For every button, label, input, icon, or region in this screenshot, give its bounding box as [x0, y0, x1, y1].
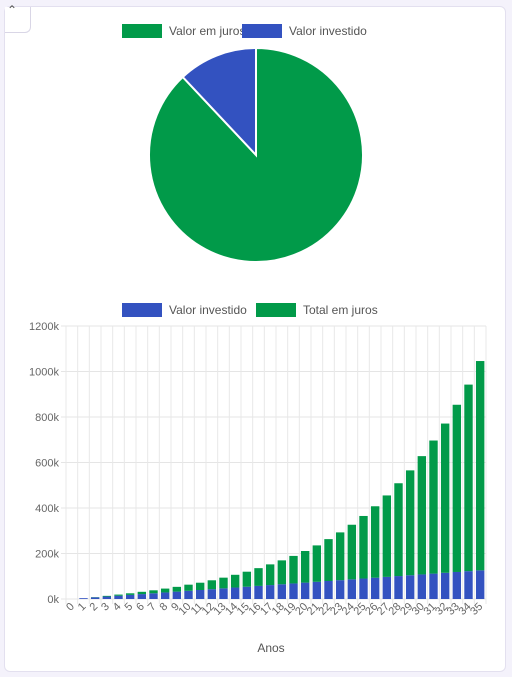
x-tick-label: 2	[87, 601, 100, 614]
bar-invested-20[interactable]	[300, 582, 310, 599]
bar-interest-10[interactable]	[184, 584, 193, 591]
y-tick-label: 800k	[35, 412, 59, 424]
bar-invested-19[interactable]	[289, 583, 298, 599]
y-tick-label: 200k	[35, 549, 59, 561]
bar-interest-21[interactable]	[312, 545, 322, 582]
bar-invested-22[interactable]	[324, 580, 333, 599]
bar-invested-31[interactable]	[429, 573, 438, 599]
bar-interest-7[interactable]	[149, 590, 158, 594]
bar-chart: Valor investido Total em juros 0k 200k 400k 6…	[29, 303, 487, 655]
bar-invested-21[interactable]	[312, 581, 322, 599]
bar-interest-17[interactable]	[265, 564, 275, 586]
bar-interest-30[interactable]	[417, 456, 427, 575]
bar-invested-4[interactable]	[114, 595, 123, 599]
bar-interest-29[interactable]	[405, 470, 415, 576]
y-tick-label: 1000k	[29, 367, 59, 379]
bar-legend-swatch-1	[256, 303, 296, 317]
bar-invested-3[interactable]	[102, 596, 112, 599]
bar-invested-17[interactable]	[265, 585, 275, 599]
bar-invested-15[interactable]	[242, 586, 252, 599]
bar-interest-22[interactable]	[324, 539, 333, 581]
pie-legend-swatch-0	[122, 24, 162, 38]
bar-invested-2[interactable]	[90, 597, 100, 599]
bar-invested-11[interactable]	[195, 589, 205, 599]
chevron-icon: ⌃	[7, 3, 18, 17]
bar-interest-26[interactable]	[370, 506, 380, 578]
pie-slice-valor-investido[interactable]	[181, 46, 257, 158]
bar-invested-14[interactable]	[230, 587, 240, 599]
bar-invested-5[interactable]	[125, 594, 135, 599]
bar-legend-swatch-0	[122, 303, 162, 317]
bar-interest-20[interactable]	[300, 550, 310, 583]
bar-invested-30[interactable]	[417, 574, 427, 599]
pie-legend-label-0: Valor em juros	[169, 24, 245, 38]
bar-interest-34[interactable]	[464, 384, 473, 572]
bar-interest-33[interactable]	[452, 404, 462, 572]
pie-chart: Valor em juros Valor investido	[122, 24, 367, 263]
bar-interest-32[interactable]	[440, 423, 450, 573]
x-tick-label: 3	[99, 601, 112, 614]
bar-interest-25[interactable]	[359, 515, 368, 579]
bar-invested-28[interactable]	[394, 576, 403, 599]
bar-invested-9[interactable]	[172, 591, 182, 599]
bar-interest-8[interactable]	[160, 588, 170, 593]
pie-legend-swatch-1	[242, 24, 282, 38]
bar-invested-33[interactable]	[452, 571, 462, 599]
x-tick-label: 1	[76, 601, 89, 614]
bar-interest-28[interactable]	[394, 483, 403, 577]
x-tick-label: 0	[64, 601, 77, 614]
bar-legend-label-1: Total em juros	[303, 303, 378, 317]
x-axis-title: Anos	[257, 641, 284, 655]
x-tick-label: 6	[134, 601, 147, 614]
bar-interest-31[interactable]	[429, 440, 438, 574]
bar-invested-25[interactable]	[359, 578, 368, 599]
pie-legend-label-1: Valor investido	[289, 24, 367, 38]
bar-invested-24[interactable]	[347, 579, 357, 599]
bar-interest-6[interactable]	[137, 591, 147, 595]
collapse-tab[interactable]: ⌃	[5, 3, 31, 33]
bar-invested-12[interactable]	[207, 589, 217, 599]
x-tick-label: 5	[122, 601, 135, 614]
bar-interest-13[interactable]	[219, 577, 228, 589]
bar-invested-35[interactable]	[475, 570, 485, 599]
x-tick-label: 4	[111, 601, 124, 614]
y-tick-label: 600k	[35, 458, 59, 470]
bar-interest-12[interactable]	[207, 580, 217, 590]
bar-invested-27[interactable]	[382, 576, 392, 599]
bar-invested-26[interactable]	[370, 577, 380, 599]
bar-interest-14[interactable]	[230, 574, 240, 588]
x-tick-label: 8	[157, 601, 170, 614]
bar-interest-23[interactable]	[335, 532, 345, 581]
bar-invested-7[interactable]	[149, 593, 158, 599]
bar-invested-10[interactable]	[184, 590, 193, 599]
bar-interest-19[interactable]	[289, 555, 298, 584]
bar-invested-23[interactable]	[335, 580, 345, 599]
bar-invested-16[interactable]	[254, 585, 263, 599]
y-tick-label: 400k	[35, 503, 59, 515]
bar-invested-8[interactable]	[160, 592, 170, 599]
bar-interest-9[interactable]	[172, 586, 182, 592]
bar-interest-5[interactable]	[125, 593, 135, 595]
bar-invested-6[interactable]	[137, 594, 147, 599]
bar-interest-18[interactable]	[277, 560, 287, 585]
bar-invested-29[interactable]	[405, 575, 415, 599]
bar-interest-35[interactable]	[475, 361, 485, 571]
bar-interest-24[interactable]	[347, 524, 357, 580]
bar-invested-34[interactable]	[464, 571, 473, 599]
bar-interest-27[interactable]	[382, 495, 392, 577]
bar-interest-15[interactable]	[242, 571, 252, 587]
x-tick-label: 7	[146, 601, 159, 614]
x-tick-label: 35	[468, 601, 485, 618]
bar-invested-18[interactable]	[277, 584, 287, 599]
bar-invested-1[interactable]	[79, 598, 88, 599]
bar-interest-16[interactable]	[254, 568, 263, 586]
bar-legend-label-0: Valor investido	[169, 303, 247, 317]
bar-interest-3[interactable]	[102, 595, 112, 597]
bar-invested-13[interactable]	[219, 588, 228, 599]
y-tick-label: 1200k	[29, 321, 59, 333]
bar-invested-32[interactable]	[440, 572, 450, 599]
bar-interest-11[interactable]	[195, 582, 205, 590]
bar-interest-4[interactable]	[114, 594, 123, 596]
y-tick-label: 0k	[47, 594, 59, 606]
